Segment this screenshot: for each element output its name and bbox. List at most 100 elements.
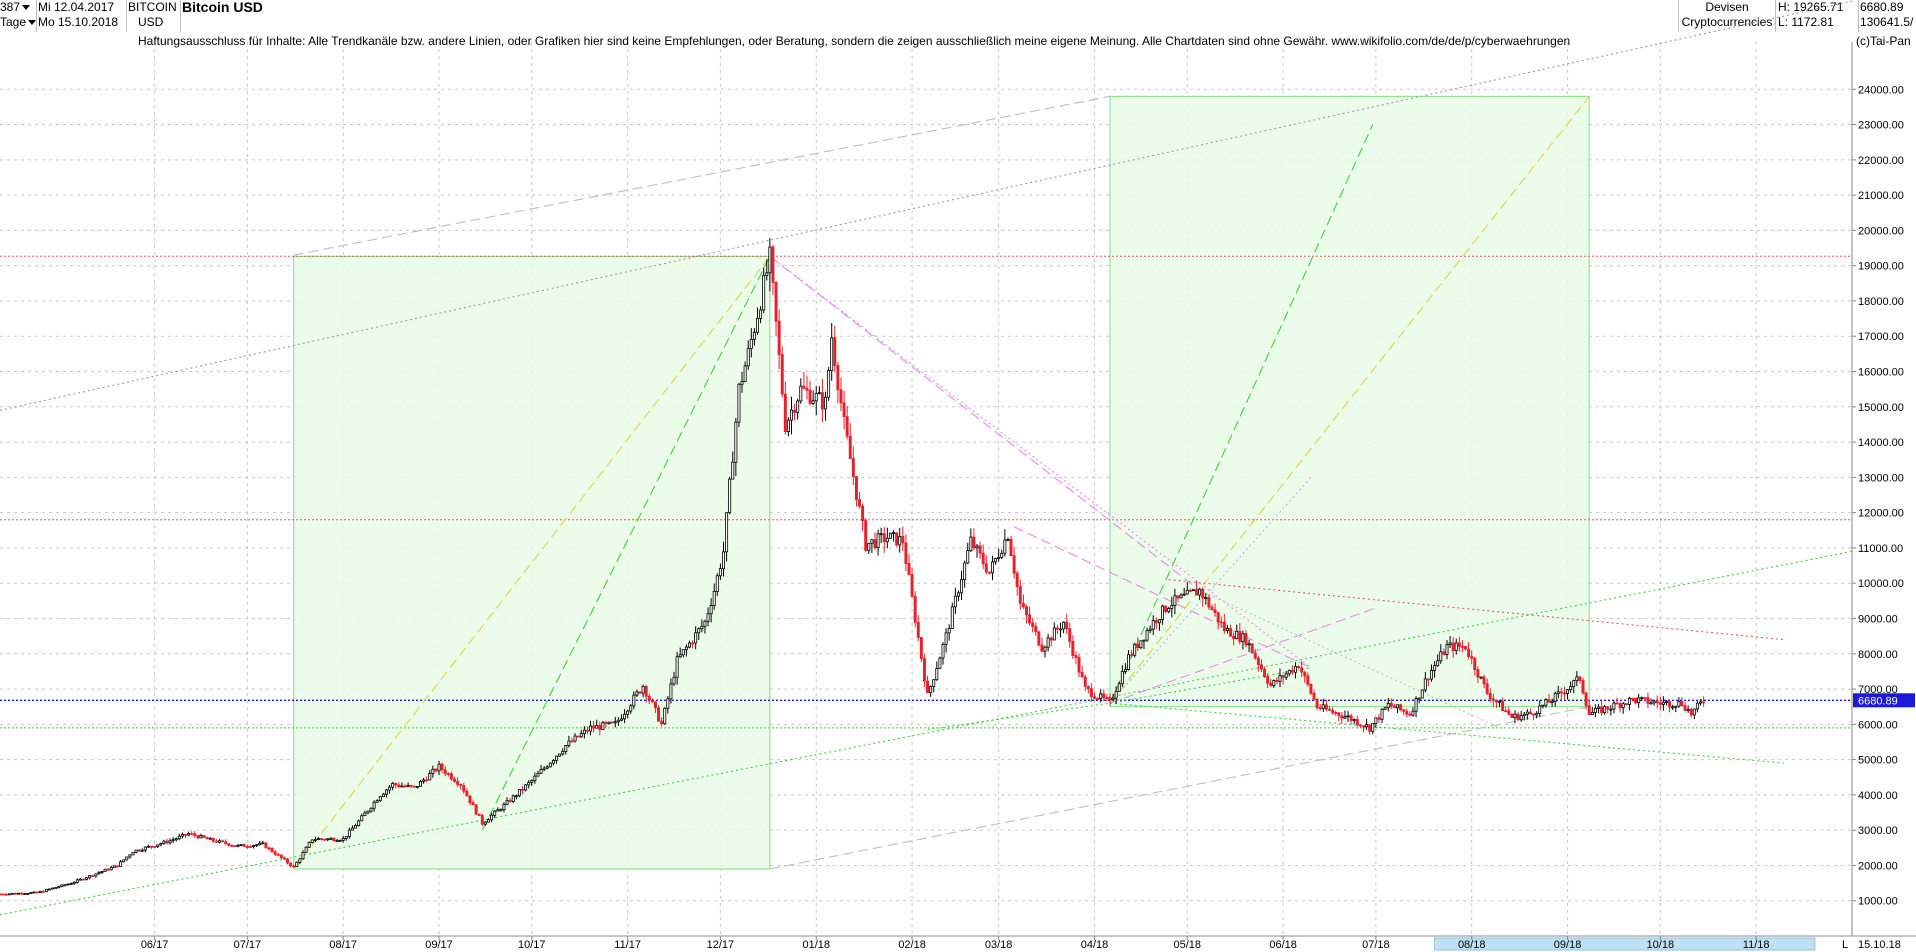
candle-body xyxy=(128,854,132,858)
x-tick-label: 10/17 xyxy=(518,939,546,951)
candle xyxy=(592,720,596,733)
candle xyxy=(1547,693,1551,703)
candle xyxy=(344,836,348,841)
candle-body xyxy=(1454,642,1458,651)
candle xyxy=(1525,709,1529,720)
candle xyxy=(122,859,126,863)
candle xyxy=(350,825,354,831)
candle xyxy=(406,782,410,788)
candle-body xyxy=(638,691,642,694)
candle xyxy=(511,794,515,804)
chevron-down-icon[interactable] xyxy=(28,20,37,26)
candle-body xyxy=(1510,713,1514,719)
candle-body xyxy=(412,785,416,788)
candle xyxy=(1025,604,1028,624)
candle xyxy=(456,777,460,788)
candle xyxy=(1386,697,1390,712)
count-cell[interactable]: 387 Tage xyxy=(0,0,37,32)
candle-body xyxy=(292,865,296,868)
candle-body xyxy=(428,773,432,781)
candle-body xyxy=(1433,665,1437,671)
candle-body xyxy=(156,844,160,847)
candle-body xyxy=(214,840,218,843)
candle xyxy=(88,875,92,880)
candle-body xyxy=(159,843,163,846)
candle xyxy=(190,831,194,836)
candle-body xyxy=(1108,697,1112,701)
candle-body xyxy=(1219,621,1223,624)
candle xyxy=(851,446,855,485)
trend-line xyxy=(1013,526,1312,669)
candle-body xyxy=(1482,676,1486,685)
candle xyxy=(641,684,645,698)
candle xyxy=(811,390,815,406)
candle-body xyxy=(1389,702,1393,707)
trend-line xyxy=(927,702,1111,731)
candle xyxy=(298,857,302,865)
x-tick-label: 01/18 xyxy=(802,939,830,951)
trend-line xyxy=(481,256,771,831)
candle xyxy=(675,651,679,685)
disclaimer: Haftungsausschluss für Inhalte: Alle Tre… xyxy=(138,34,1571,48)
candle xyxy=(428,769,432,781)
candle-body xyxy=(381,793,385,798)
candle xyxy=(199,833,203,839)
category: Devisen xyxy=(1705,0,1749,14)
candle xyxy=(1686,705,1690,713)
candle-body xyxy=(684,646,688,651)
chart-title: Bitcoin USD xyxy=(182,0,263,15)
trend-line xyxy=(1168,579,1785,641)
candle xyxy=(1658,696,1662,711)
candle-body xyxy=(1244,633,1248,646)
candle-body xyxy=(1532,713,1536,716)
candle xyxy=(1408,711,1412,717)
candle xyxy=(944,628,948,653)
candle-body xyxy=(1164,605,1168,612)
candle xyxy=(814,386,818,416)
candle-body xyxy=(363,812,367,817)
date-to[interactable]: Mo 15.10.2018 xyxy=(38,15,119,29)
candle-body xyxy=(1179,594,1183,599)
date-from[interactable]: Mi 12.04.2017 xyxy=(38,0,115,14)
candle-body xyxy=(1343,716,1347,719)
candle-body xyxy=(657,707,661,722)
candle xyxy=(1640,696,1644,702)
candle-body xyxy=(1637,697,1641,704)
candle xyxy=(984,554,988,575)
chevron-down-icon[interactable] xyxy=(22,5,31,11)
candle xyxy=(904,534,908,572)
candle-body xyxy=(697,628,701,634)
candle-body xyxy=(199,835,203,839)
candle xyxy=(706,607,710,627)
candle xyxy=(347,827,351,839)
candle xyxy=(1417,697,1421,704)
candle xyxy=(1102,689,1106,702)
candle xyxy=(1349,713,1353,724)
candle xyxy=(137,848,141,852)
candle-body xyxy=(783,393,787,432)
candle xyxy=(1337,711,1341,722)
candle-body xyxy=(1229,628,1233,637)
candle xyxy=(1473,656,1477,676)
time-range-scrollbar xyxy=(1434,937,1816,951)
candle xyxy=(1365,718,1369,731)
candle-body xyxy=(1544,699,1548,706)
candle xyxy=(162,839,166,845)
candle-body xyxy=(641,686,645,694)
candle-body xyxy=(1525,711,1529,715)
candle-body xyxy=(802,385,806,389)
candle-body xyxy=(1080,671,1084,678)
x-tick-label: 06/18 xyxy=(1269,939,1297,951)
candle-body xyxy=(453,778,456,782)
interval-selector[interactable]: Tage xyxy=(0,15,27,29)
candle-body xyxy=(635,691,639,696)
candle-body xyxy=(394,782,398,786)
candle xyxy=(1460,640,1464,653)
candle xyxy=(1213,603,1217,617)
candle xyxy=(1275,677,1279,685)
candle xyxy=(397,782,401,789)
candle xyxy=(536,770,540,777)
candle xyxy=(313,836,317,843)
candle xyxy=(75,878,79,884)
